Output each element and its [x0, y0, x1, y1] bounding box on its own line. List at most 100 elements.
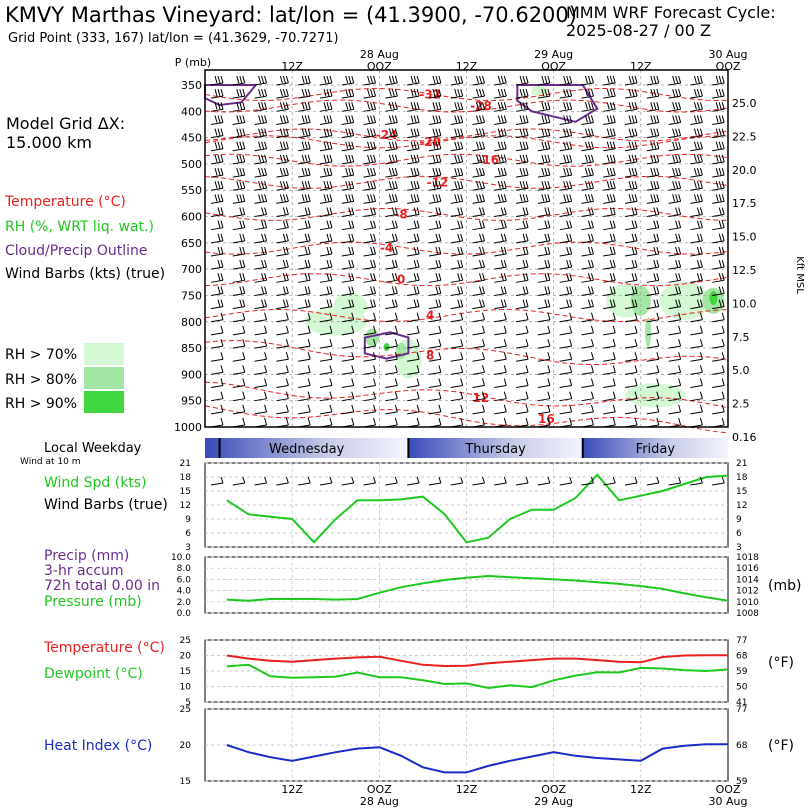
- wind-barb: [537, 273, 551, 283]
- wind-barb: [537, 154, 551, 165]
- wind-barb: [712, 207, 725, 218]
- wind-barb: [494, 338, 507, 349]
- wind-barb: [298, 273, 311, 283]
- wind-barb: [494, 365, 507, 375]
- wind-barb: [428, 181, 442, 191]
- heat-index-label: Heat Index (°C): [44, 738, 153, 754]
- wind-barb: [712, 312, 725, 323]
- wind-barb: [646, 312, 660, 323]
- wind-barb: [646, 115, 660, 125]
- wind-barb: [428, 404, 442, 415]
- wind-barb: [276, 325, 289, 336]
- wind-barb: [341, 312, 355, 323]
- wind-barb: [516, 286, 529, 296]
- wind-barb: [450, 365, 464, 375]
- wind-barb: [690, 246, 703, 257]
- wind-barb: [472, 233, 485, 244]
- wind-barb: [341, 417, 355, 428]
- wind-barb: [516, 220, 529, 231]
- wind-barb: [450, 194, 464, 204]
- isotherm-label: -24: [376, 128, 398, 142]
- wind-barb: [690, 312, 703, 323]
- height-tick-label: 7.5: [732, 331, 750, 344]
- wind-barb: [407, 365, 420, 375]
- wind-barb: [276, 102, 289, 112]
- wind-barb: [646, 167, 660, 178]
- local-weekday-label: Local Weekday: [44, 441, 142, 456]
- wind-barb: [494, 115, 507, 125]
- wind-barb: [341, 181, 355, 191]
- wind-barb: [646, 102, 660, 112]
- wind-barb: [537, 404, 551, 415]
- wind-barb: [690, 325, 703, 336]
- wind-barb: [516, 102, 529, 112]
- wind-barb: [624, 325, 638, 336]
- surface-wind-barb: [254, 476, 268, 486]
- wind-barb: [603, 167, 616, 178]
- wind-barb: [210, 378, 224, 389]
- wind-barb: [668, 352, 682, 362]
- wind-barb: [450, 352, 464, 362]
- wind-barb: [298, 246, 311, 257]
- wind-barb: [363, 299, 377, 310]
- wind-barb: [210, 404, 224, 415]
- top-date-label: 29 Aug: [534, 48, 573, 61]
- wind-barb: [363, 391, 377, 402]
- wind-barb: [363, 325, 377, 336]
- wind-barb: [581, 220, 594, 231]
- wind-barb: [319, 207, 333, 218]
- wind-barb: [494, 352, 507, 362]
- wind-barb: [668, 75, 682, 86]
- wind-barb: [516, 154, 529, 165]
- wind-barb: [668, 273, 682, 283]
- wind-barb: [298, 404, 311, 415]
- wind-barb: [428, 102, 442, 112]
- wind-barb: [712, 286, 725, 296]
- wind-barb: [232, 154, 246, 165]
- wind-barb: [712, 89, 725, 99]
- wind-barb: [581, 391, 594, 402]
- wind-barb: [537, 128, 551, 139]
- wind-barb: [537, 286, 551, 296]
- wind-barb: [385, 167, 398, 178]
- wind-barb: [407, 115, 420, 125]
- wind-barb: [210, 338, 224, 349]
- wind-speed-ytick-right: 3: [736, 543, 742, 553]
- wind-barb: [624, 194, 638, 204]
- wind-barb: [624, 352, 638, 362]
- wind-barb: [232, 89, 246, 99]
- wind-barb: [712, 378, 725, 389]
- wind-barb: [494, 154, 507, 165]
- wind-barb: [559, 312, 573, 323]
- wind-barb: [559, 102, 573, 112]
- surface-wind-barb: [428, 476, 442, 486]
- wind-barb: [428, 352, 442, 362]
- wind-barb: [494, 299, 507, 310]
- wind-barb: [407, 75, 420, 86]
- wind-barb: [559, 325, 573, 336]
- wind-barb: [210, 286, 224, 296]
- legend-rh80-label: RH > 80%: [5, 372, 78, 388]
- wind-barb: [276, 115, 289, 125]
- wind-barb: [472, 260, 485, 270]
- wind-barb: [646, 154, 660, 165]
- wind-barb: [646, 233, 660, 244]
- wind-barb: [494, 312, 507, 323]
- wind-barb: [363, 220, 377, 231]
- wind-barb: [298, 75, 311, 86]
- wind-barb: [363, 89, 377, 99]
- wind-barb: [232, 273, 246, 283]
- wind-barb: [341, 338, 355, 349]
- pressure-ytick-right: 1014: [736, 575, 759, 585]
- wind-barb: [712, 115, 725, 125]
- wind-speed-ytick-right: 9: [736, 515, 742, 525]
- wind-barb: [712, 299, 725, 310]
- pressure-unit: (mb): [768, 578, 802, 594]
- wind-barb: [603, 89, 616, 99]
- wind-barb: [668, 207, 682, 218]
- rh-shading-12: [709, 291, 718, 306]
- wind-barb: [232, 102, 246, 112]
- wind-barb: [407, 273, 420, 283]
- wind-barb: [712, 352, 725, 362]
- wind-barb: [341, 154, 355, 165]
